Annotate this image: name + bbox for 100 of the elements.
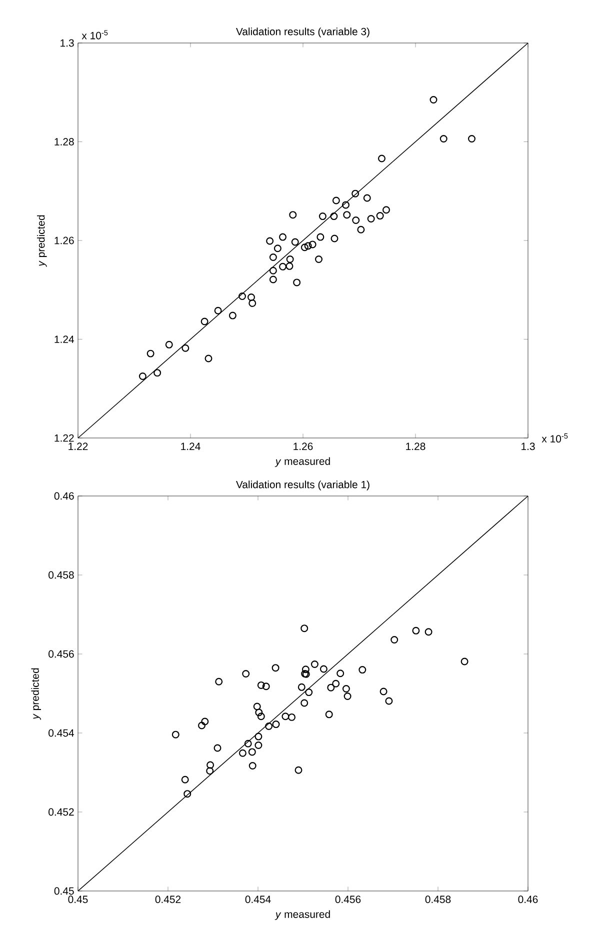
point <box>214 744 222 752</box>
point <box>204 354 212 362</box>
point <box>300 699 308 707</box>
point <box>154 369 162 377</box>
point <box>255 708 263 716</box>
point <box>214 306 222 314</box>
point <box>228 312 236 320</box>
point <box>344 692 352 700</box>
point <box>146 350 154 358</box>
point <box>272 720 280 728</box>
point <box>305 688 313 696</box>
y-tick-label: 1.28 <box>54 138 74 146</box>
point <box>172 730 180 738</box>
point <box>269 266 277 274</box>
x-tick-label: 0.452 <box>155 896 181 904</box>
point <box>424 628 432 636</box>
point <box>165 340 173 348</box>
point <box>248 299 256 307</box>
point <box>318 212 326 220</box>
point <box>279 233 286 241</box>
chart-title: Validation results (variable 3) <box>236 28 370 38</box>
y-tick-label: 0.456 <box>48 650 74 658</box>
text: x 10$^{-5}$ <box>542 433 568 443</box>
point <box>269 276 277 284</box>
x-tick-label: 0.46 <box>518 896 538 904</box>
point <box>343 211 351 219</box>
point <box>269 254 277 262</box>
x-tick-label: 0.45 <box>68 896 88 904</box>
point <box>320 665 328 673</box>
point <box>342 685 350 692</box>
point <box>376 212 384 220</box>
point <box>206 767 214 775</box>
point <box>327 684 335 692</box>
point <box>244 740 252 748</box>
point <box>352 216 360 224</box>
point <box>198 722 206 730</box>
point <box>330 234 338 242</box>
point <box>279 262 286 270</box>
point <box>242 670 250 678</box>
point <box>302 666 310 674</box>
point <box>298 683 306 691</box>
x-tick-label: 1.22 <box>68 442 88 450</box>
point <box>248 762 256 770</box>
point <box>315 256 322 264</box>
point <box>332 680 340 688</box>
y-tick-label: 1.3 <box>60 39 74 47</box>
y-tick-label: 1.22 <box>54 434 74 442</box>
point <box>248 294 255 302</box>
point <box>238 292 246 300</box>
x-tick-label: 1.26 <box>294 442 313 450</box>
point <box>184 790 192 798</box>
point <box>274 244 282 252</box>
point <box>200 318 208 326</box>
point <box>357 226 365 234</box>
text: x 10$^{-5}$ <box>82 30 108 40</box>
point <box>293 278 301 286</box>
point <box>380 688 388 696</box>
y-axis-title: y predicted <box>37 215 47 267</box>
point <box>385 697 393 705</box>
point <box>206 761 214 769</box>
point <box>262 682 270 690</box>
point <box>440 135 448 143</box>
point <box>286 256 294 264</box>
point <box>257 681 265 689</box>
point <box>300 244 308 252</box>
x-axis-title: y measured <box>274 910 330 920</box>
y-tick-label: 0.452 <box>48 808 74 816</box>
y-axis-title: y predicted <box>31 668 41 720</box>
y-tick-label: 0.45 <box>54 887 74 895</box>
point <box>304 242 312 250</box>
x-axis-title: y measured <box>274 457 330 467</box>
point <box>300 624 308 632</box>
point <box>336 670 344 678</box>
chart-title: Validation results (variable 1) <box>236 480 370 490</box>
point <box>257 712 265 720</box>
y-tick-label: 0.458 <box>48 571 74 579</box>
point <box>308 240 316 248</box>
x-tick-label: 0.456 <box>335 896 361 904</box>
point <box>330 212 338 220</box>
point <box>266 237 274 245</box>
x-tick-label: 0.454 <box>245 896 271 904</box>
x-tick-label: 1.28 <box>406 442 426 450</box>
point <box>367 215 375 223</box>
point <box>248 748 256 756</box>
point <box>265 722 273 730</box>
point <box>253 702 261 710</box>
point <box>254 732 262 740</box>
point <box>460 658 468 666</box>
point <box>378 154 386 162</box>
point <box>382 206 390 214</box>
x-tick-label: 1.3 <box>522 442 535 450</box>
point <box>291 238 299 246</box>
point <box>332 196 340 204</box>
point <box>286 262 294 270</box>
point <box>238 749 246 757</box>
point <box>294 766 302 774</box>
point <box>363 194 371 202</box>
point <box>430 96 438 104</box>
point <box>352 190 360 198</box>
point <box>412 626 420 634</box>
